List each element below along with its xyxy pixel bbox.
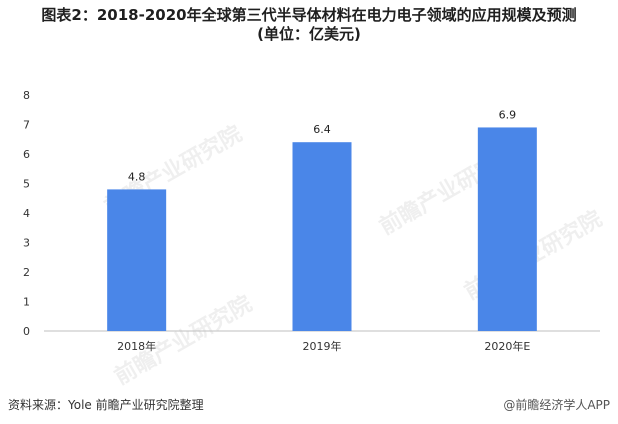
y-tick-label: 6 [23,148,30,161]
y-tick-label: 5 [23,178,30,191]
data-label-3: 6.9 [499,108,517,121]
data-labels: 4.8 6.4 6.9 [128,108,516,183]
y-tick-label: 0 [23,325,30,338]
bar-1 [107,189,167,331]
bar-2 [292,142,352,331]
chart-subtitle: (单位：亿美元) [257,25,361,43]
bar-series [107,127,537,331]
data-label-2: 6.4 [313,123,331,136]
x-axis-tick-labels: 2018年 2019年 2020年E [117,339,530,353]
x-tick-label-3: 2020年E [484,339,530,353]
y-tick-label: 7 [23,119,30,132]
y-tick-label: 1 [23,296,30,309]
y-tick-label: 2 [23,266,30,279]
data-label-1: 4.8 [128,170,146,183]
y-axis: 0 1 2 3 4 5 6 7 8 [23,89,30,338]
x-tick-label-2: 2019年 [303,339,342,353]
y-tick-label: 8 [23,89,30,102]
y-tick-label: 3 [23,237,30,250]
y-tick-label: 4 [23,207,30,220]
brand-credit: @前瞻经济学人APP [503,398,610,412]
bar-3 [477,127,537,331]
x-tick-label-1: 2018年 [117,339,156,353]
source-note: 资料来源：Yole 前瞻产业研究院整理 [8,398,204,412]
chart-title-main: 图表2：2018-2020年全球第三代半导体材料在电力电子领域的应用规模及预测 [41,6,577,24]
chart-title: 图表2：2018-2020年全球第三代半导体材料在电力电子领域的应用规模及预测 … [0,6,618,44]
